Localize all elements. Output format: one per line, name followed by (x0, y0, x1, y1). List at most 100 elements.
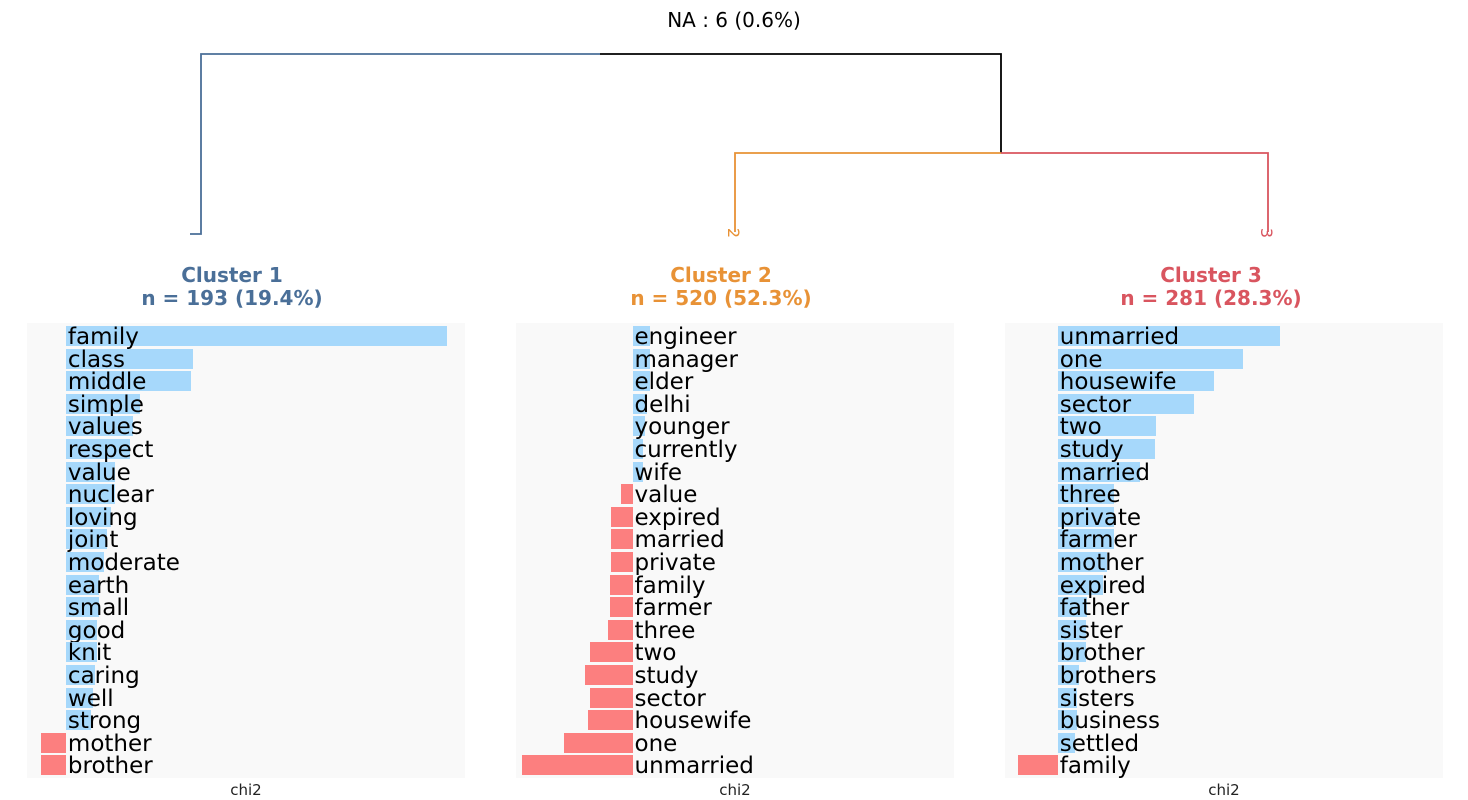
term-label: wife (634, 459, 682, 486)
term-label: middle (67, 369, 147, 396)
term-label: simple (67, 391, 144, 418)
chi2-bar (1057, 416, 1157, 437)
chi2-bar (1057, 642, 1087, 663)
term-label: farmer (634, 595, 712, 622)
chi2-bar (632, 393, 647, 414)
chi2-bar (584, 665, 633, 685)
chi2-bar (65, 642, 97, 663)
term-label: sector (634, 685, 706, 712)
term-label: family (1059, 753, 1131, 780)
term-label: father (1059, 595, 1130, 622)
term-label: private (634, 550, 716, 576)
term-label: knit (67, 640, 112, 667)
term-label: values (67, 414, 143, 441)
chi2-bar (632, 439, 643, 459)
term-label: manager (634, 346, 738, 373)
chi2-bar (590, 687, 633, 708)
chi2-bar (632, 371, 650, 392)
dendrogram-leaf-label-3: 3 (1257, 228, 1276, 238)
chi2-bar (610, 529, 633, 550)
term-label: settled (1059, 730, 1140, 757)
chi2-bar (1057, 348, 1243, 369)
chi2-bar (1057, 461, 1141, 482)
term-label: sisters (1059, 685, 1135, 712)
na-label: NA : 6 (0.6%) (667, 8, 801, 32)
term-label: engineer (634, 324, 737, 350)
term-label: moderate (67, 550, 180, 576)
chi2-bar (65, 326, 447, 346)
term-label: mother (67, 730, 152, 757)
dendrogram-branch-cluster-2 (734, 152, 1001, 232)
chi2-bar (563, 732, 633, 753)
term-label: two (634, 640, 677, 667)
term-label: well (67, 685, 114, 712)
term-label: delhi (634, 391, 691, 418)
chi2-bar (1057, 732, 1075, 753)
cluster-3-size: n = 281 (28.3%) (1120, 286, 1302, 310)
term-label: two (1059, 414, 1102, 441)
term-label: small (67, 595, 130, 622)
term-label: one (1059, 346, 1103, 373)
chi2-bar (65, 393, 140, 414)
cluster-2-chi2-panel: engineer manager elder delhi younger currentl… (516, 323, 954, 778)
cluster-3-title: Cluster 3 n = 281 (28.3%) (991, 264, 1431, 310)
chi2-bar (632, 348, 651, 369)
term-label: housewife (1059, 369, 1177, 396)
cluster-2-name: Cluster 2 (670, 263, 772, 287)
term-label: sector (1059, 391, 1132, 418)
chi2-bar (1057, 597, 1088, 618)
term-label: brothers (1059, 663, 1157, 689)
chi2-bar (610, 574, 633, 595)
chi2-bar (65, 529, 108, 550)
chi2-bar (1057, 506, 1115, 527)
term-label: married (634, 527, 725, 554)
chi2-bar (587, 710, 633, 731)
chi2-bar (621, 484, 633, 505)
chi2-bar (65, 619, 97, 640)
cluster-dendrogram: 2 3 (190, 53, 1276, 238)
term-label: unmarried (634, 753, 754, 780)
cluster-3-name: Cluster 3 (1160, 263, 1262, 287)
chi2-bar (65, 574, 99, 595)
chi2-bar (65, 416, 133, 437)
term-label: strong (67, 708, 142, 735)
term-label: business (1059, 708, 1161, 735)
term-label: private (1059, 504, 1142, 531)
chi2-bar (65, 687, 94, 708)
term-label: family (67, 324, 139, 350)
chi2-bar (1057, 371, 1215, 392)
chi2-bar (632, 326, 651, 346)
term-label: unmarried (1059, 324, 1180, 350)
term-label: family (634, 572, 706, 599)
chi2-bar (65, 348, 194, 369)
chi2-bar (1057, 439, 1156, 459)
cluster-2-title: Cluster 2 n = 520 (52.3%) (501, 264, 941, 310)
term-label: value (67, 459, 131, 486)
cluster-1-name: Cluster 1 (181, 263, 283, 287)
chi2-bar (1057, 710, 1077, 731)
term-label: expired (634, 504, 721, 531)
chi2-bar (40, 732, 66, 753)
term-label: class (67, 346, 126, 373)
chi2-bar (65, 439, 131, 459)
chi2-bar (611, 506, 633, 527)
chi2-bar (40, 755, 66, 776)
chi2-bar (65, 506, 112, 527)
term-label: one (634, 730, 678, 757)
chi2-bar (1057, 529, 1115, 550)
chi2-bar (1057, 665, 1079, 685)
term-label: mother (1059, 550, 1144, 576)
dendrogram-root-branch (600, 53, 1002, 153)
term-label: caring (67, 663, 140, 689)
term-label: value (634, 482, 698, 509)
term-label: study (1059, 437, 1124, 463)
chi2-bar (522, 755, 633, 776)
chi2-bar (632, 416, 645, 437)
cluster-1-x-axis-label: chi2 (230, 781, 262, 799)
term-label: expired (1059, 572, 1146, 599)
chi2-bar (1057, 326, 1281, 346)
chi2-bar (65, 484, 115, 505)
term-label: housewife (634, 708, 752, 735)
cluster-2-size: n = 520 (52.3%) (630, 286, 812, 310)
term-label: three (1059, 482, 1121, 509)
